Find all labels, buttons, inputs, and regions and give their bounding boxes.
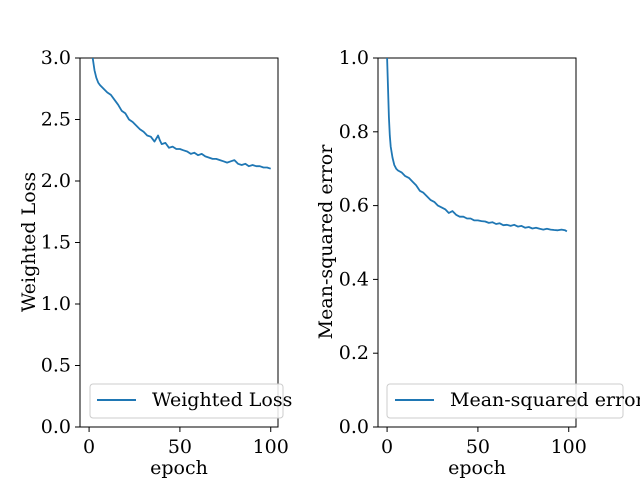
y-ticks-mean-squared-error: 0.0 0.2 0.4 0.6 0.8 1.0 [339,47,378,438]
plot-mean-squared-error: 0.0 0.2 0.4 0.6 0.8 1.0 0 50 100 epoch Mean-squ… [315,47,640,479]
plot-weighted-loss: 0.0 0.5 1.0 1.5 2.0 2.5 3.0 0 50 100 epoch Weigh… [18,47,292,479]
y-tick-label: 0.5 [41,355,71,377]
x-tick-label: 50 [168,436,192,458]
y-tick-label: 3.0 [41,47,71,69]
legend-box-weighted-loss [89,383,284,419]
x-axis-label-mean-squared-error: epoch [448,457,506,479]
y-tick-label: 2.5 [41,109,71,131]
series-weighted-loss [91,58,271,170]
y-axis-label-weighted-loss: Weighted Loss [18,172,40,312]
y-tick-label: 2.0 [41,170,71,192]
y-axis-label-mean-squared-error: Mean-squared error [315,144,337,340]
legend-box-mean-squared-error [386,383,624,419]
y-tick-label: 0.2 [339,342,369,364]
x-ticks-weighted-loss: 0 50 100 [83,427,289,458]
legend-mean-squared-error: Mean-squared error [386,383,640,419]
legend-label-weighted-loss: Weighted Loss [152,389,292,411]
x-ticks-mean-squared-error: 0 50 100 [381,427,587,458]
series-line-mean-squared-error [386,58,568,233]
x-axis-label-weighted-loss: epoch [150,457,208,479]
y-tick-label: 0.0 [339,416,369,438]
series-mean-squared-error [386,58,568,233]
x-tick-label: 50 [466,436,490,458]
y-tick-label: 0.0 [41,416,71,438]
y-tick-label: 0.8 [339,121,369,143]
x-tick-label: 100 [551,436,587,458]
axes-frame-weighted-loss [79,57,279,428]
x-tick-label: 100 [253,436,289,458]
series-line-weighted-loss [91,58,271,170]
y-tick-label: 1.0 [41,293,71,315]
y-ticks-weighted-loss: 0.0 0.5 1.0 1.5 2.0 2.5 3.0 [41,47,80,438]
y-tick-label: 0.4 [339,268,369,290]
y-tick-label: 1.5 [41,232,71,254]
y-tick-label: 0.6 [339,195,369,217]
legend-weighted-loss: Weighted Loss [89,383,292,419]
x-tick-label: 0 [83,436,95,458]
y-tick-label: 1.0 [339,47,369,69]
legend-label-mean-squared-error: Mean-squared error [450,389,640,411]
axes-frame-mean-squared-error [377,57,577,428]
x-tick-label: 0 [381,436,393,458]
